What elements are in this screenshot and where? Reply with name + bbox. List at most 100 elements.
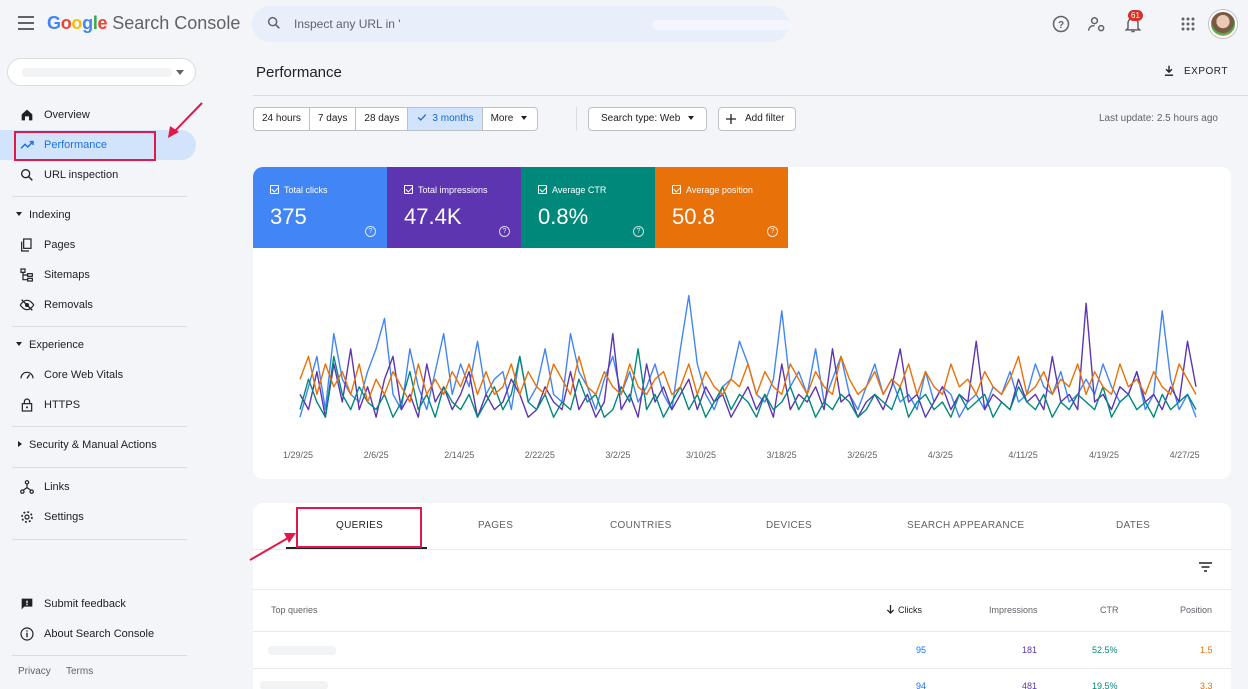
table-row-divider bbox=[253, 668, 1231, 669]
metric-card-average-position[interactable]: Average position 50.8 ? bbox=[655, 167, 788, 248]
svg-text:?: ? bbox=[1058, 20, 1064, 31]
x-tick-label: 4/27/25 bbox=[1169, 450, 1200, 460]
sidebar-divider bbox=[12, 467, 187, 468]
caret-down-icon bbox=[521, 116, 528, 121]
apps-grid-icon[interactable] bbox=[1178, 14, 1198, 34]
sidebar-item-removals[interactable]: Removals bbox=[0, 290, 196, 320]
tab-dates[interactable]: DATES bbox=[1116, 520, 1151, 531]
help-icon[interactable]: ? bbox=[633, 226, 644, 237]
account-avatar[interactable] bbox=[1209, 10, 1237, 38]
sidebar-section-security[interactable]: Security & Manual Actions bbox=[0, 436, 196, 456]
metric-card-average-ctr[interactable]: Average CTR 0.8% ? bbox=[521, 167, 655, 248]
chart-series-line bbox=[299, 355, 1197, 403]
sidebar-item-pages[interactable]: Pages bbox=[0, 230, 196, 260]
feedback-icon bbox=[21, 598, 33, 610]
tab-countries[interactable]: COUNTRIES bbox=[610, 520, 672, 531]
help-icon[interactable]: ? bbox=[1051, 14, 1071, 34]
x-tick-label: 4/19/25 bbox=[1089, 450, 1120, 460]
sidebar-item-sitemaps[interactable]: Sitemaps bbox=[0, 260, 196, 290]
column-header-impressions[interactable]: Impressions bbox=[989, 605, 1038, 615]
sidebar-item-performance[interactable]: Performance bbox=[0, 130, 196, 160]
cell-position: 3.3 bbox=[1200, 681, 1213, 689]
links-icon bbox=[20, 480, 34, 494]
sidebar-section-indexing[interactable]: Indexing bbox=[0, 206, 196, 226]
url-inspect-search[interactable] bbox=[252, 6, 790, 42]
sidebar-item-core-web-vitals[interactable]: Core Web Vitals bbox=[0, 360, 196, 390]
sidebar-item-settings[interactable]: Settings bbox=[0, 502, 196, 532]
sidebar-item-about[interactable]: About Search Console bbox=[0, 619, 196, 649]
tab-pages[interactable]: PAGES bbox=[478, 520, 514, 531]
redacted-property bbox=[652, 20, 790, 30]
user-settings-icon[interactable] bbox=[1087, 14, 1107, 34]
arrow-down-icon bbox=[886, 605, 895, 614]
tab-queries[interactable]: QUERIES bbox=[336, 520, 384, 531]
chart-series-line bbox=[299, 348, 1197, 418]
app-logo[interactable]: Google Search Console bbox=[47, 13, 241, 33]
x-tick-label: 2/22/25 bbox=[524, 450, 555, 460]
check-icon bbox=[418, 114, 427, 121]
privacy-link[interactable]: Privacy bbox=[18, 666, 51, 677]
sidebar-divider bbox=[12, 655, 187, 656]
url-inspect-input[interactable] bbox=[294, 14, 754, 34]
cell-clicks: 94 bbox=[916, 681, 927, 689]
help-icon[interactable]: ? bbox=[365, 226, 376, 237]
sidebar-divider bbox=[12, 196, 187, 197]
sidebar-item-overview[interactable]: Overview bbox=[0, 100, 196, 130]
metric-value: 0.8% bbox=[538, 204, 589, 229]
sidebar-item-submit-feedback[interactable]: Submit feedback bbox=[0, 589, 196, 619]
filter-divider bbox=[576, 107, 577, 131]
table-header-divider bbox=[253, 631, 1231, 632]
menu-icon[interactable] bbox=[18, 16, 34, 30]
checkbox-icon[interactable] bbox=[404, 185, 413, 194]
plus-icon bbox=[726, 114, 736, 124]
date-range-selector: 24 hours 7 days 28 days 3 months More bbox=[253, 107, 539, 131]
metric-card-total-clicks[interactable]: Total clicks 375 ? bbox=[253, 167, 387, 248]
sidebar-item-url-inspection[interactable]: URL inspection bbox=[0, 160, 196, 190]
checkbox-icon[interactable] bbox=[672, 185, 681, 194]
metric-value: 50.8 bbox=[672, 204, 715, 229]
checkbox-icon[interactable] bbox=[270, 185, 279, 194]
caret-down-icon bbox=[688, 116, 695, 121]
cell-position: 1.5 bbox=[1200, 645, 1213, 655]
add-filter-button[interactable]: Add filter bbox=[718, 107, 797, 131]
date-option-3-months[interactable]: 3 months bbox=[408, 108, 483, 130]
date-option-24-hours[interactable]: 24 hours bbox=[254, 108, 310, 130]
sidebar-divider bbox=[12, 326, 187, 327]
cell-impressions: 481 bbox=[1022, 681, 1038, 689]
x-tick-label: 3/10/25 bbox=[686, 450, 717, 460]
search-icon bbox=[267, 16, 280, 29]
column-header-ctr[interactable]: CTR bbox=[1100, 605, 1119, 615]
date-option-7-days[interactable]: 7 days bbox=[310, 108, 357, 130]
home-icon bbox=[21, 109, 33, 121]
date-option-28-days[interactable]: 28 days bbox=[356, 108, 409, 130]
sidebar-item-https[interactable]: HTTPS bbox=[0, 390, 196, 420]
sidebar-item-links[interactable]: Links bbox=[0, 472, 196, 502]
sidebar-section-experience[interactable]: Experience bbox=[0, 336, 196, 356]
checkbox-icon[interactable] bbox=[538, 185, 547, 194]
metric-card-total-impressions[interactable]: Total impressions 47.4K ? bbox=[387, 167, 521, 248]
column-header-clicks[interactable]: Clicks bbox=[886, 605, 922, 615]
column-header-position[interactable]: Position bbox=[1180, 605, 1213, 615]
top-bar: Google Search Console ? 61 bbox=[0, 0, 1248, 48]
tab-devices[interactable]: DEVICES bbox=[766, 520, 813, 531]
annotation-arrow-icon bbox=[249, 533, 296, 561]
help-icon[interactable]: ? bbox=[499, 226, 510, 237]
sitemap-icon bbox=[20, 268, 33, 282]
search-type-filter[interactable]: Search type: Web bbox=[588, 107, 708, 131]
terms-link[interactable]: Terms bbox=[66, 666, 94, 677]
pages-icon bbox=[21, 238, 32, 252]
active-tab-indicator bbox=[286, 547, 427, 549]
app-logo-product: Search Console bbox=[112, 13, 241, 33]
date-option-more[interactable]: More bbox=[483, 108, 538, 130]
x-tick-label: 2/14/25 bbox=[444, 450, 475, 460]
filter-rows-icon[interactable] bbox=[1198, 561, 1213, 573]
page-title: Performance bbox=[256, 64, 342, 81]
help-icon[interactable]: ? bbox=[767, 226, 778, 237]
annotation-highlight-box bbox=[296, 507, 422, 548]
export-button[interactable]: EXPORT bbox=[1158, 62, 1228, 82]
column-header-top-queries[interactable]: Top queries bbox=[271, 605, 318, 615]
x-tick-label: 3/2/25 bbox=[605, 450, 631, 460]
caret-down-icon bbox=[16, 212, 22, 216]
property-selector[interactable] bbox=[7, 58, 196, 86]
tab-search-appearance[interactable]: SEARCH APPEARANCE bbox=[907, 520, 1025, 531]
